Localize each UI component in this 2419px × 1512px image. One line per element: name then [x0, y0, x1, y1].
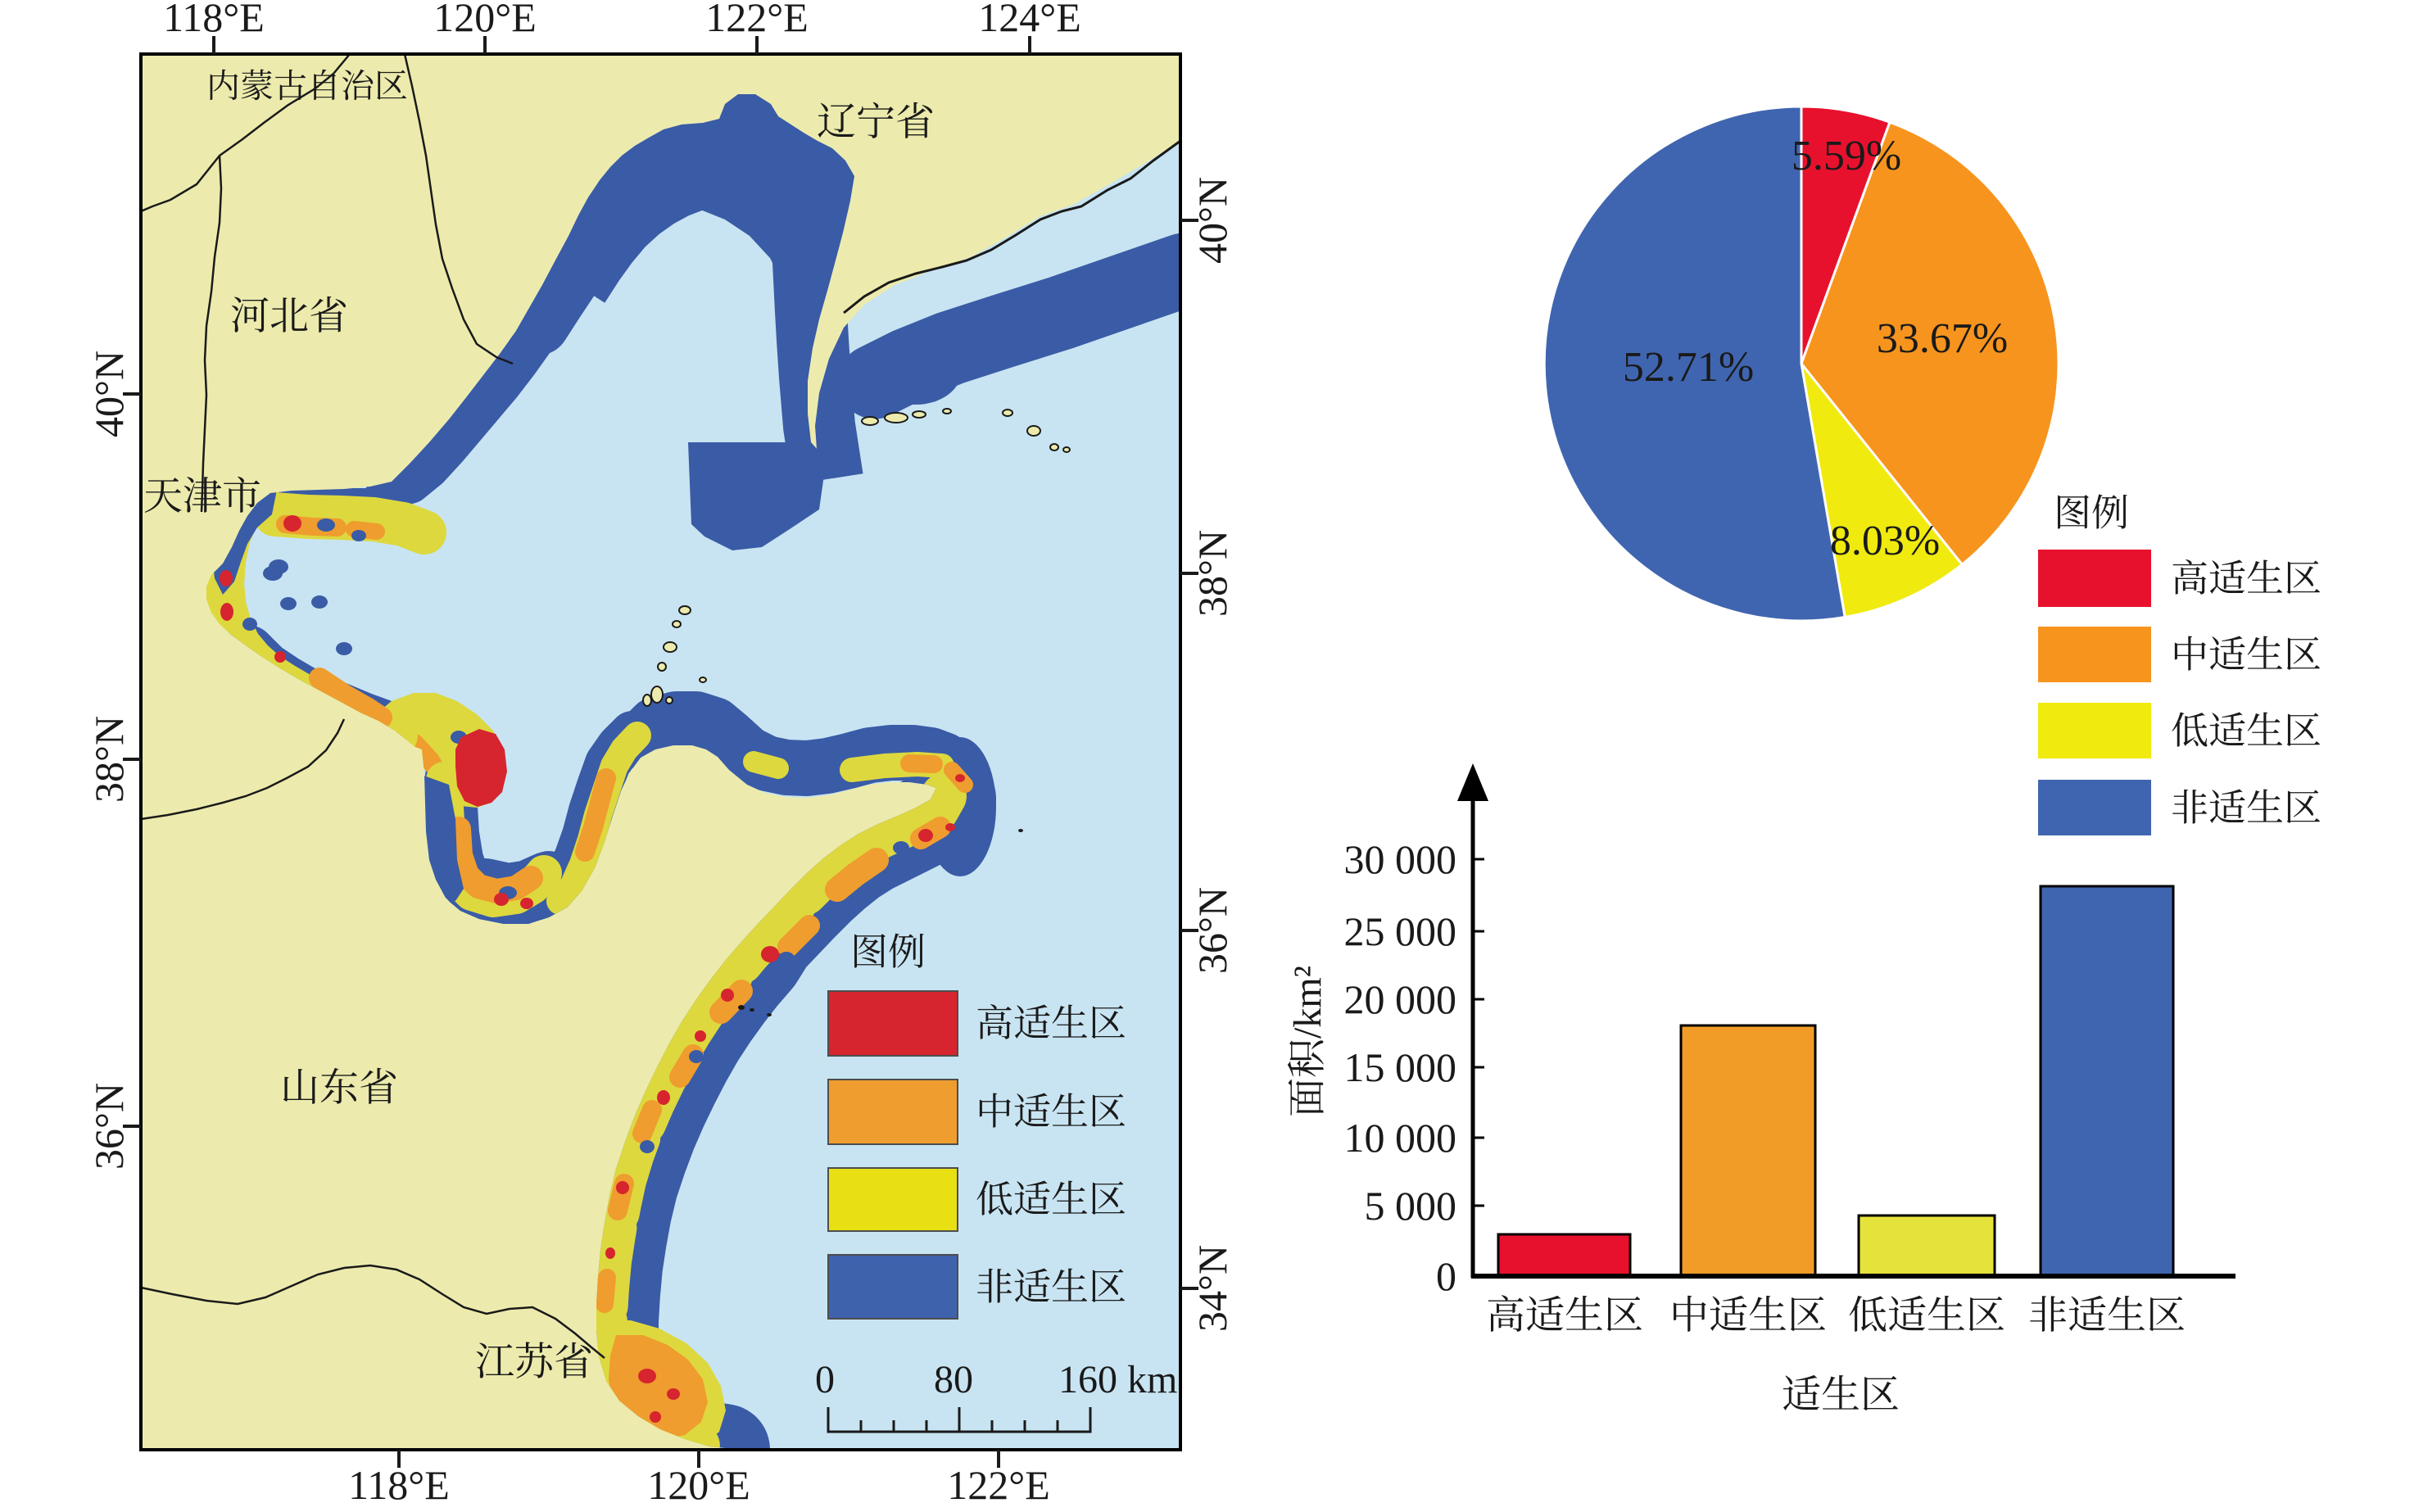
svg-text:/km²: /km²: [1286, 966, 1330, 1039]
svg-text:5.59%: 5.59%: [1792, 133, 1901, 179]
svg-text:120°E: 120°E: [647, 1462, 750, 1508]
svg-text:36°N: 36°N: [86, 1083, 132, 1170]
svg-text:33.67%: 33.67%: [1877, 315, 2008, 362]
svg-text:20 000: 20 000: [1344, 976, 1457, 1022]
svg-text:0: 0: [815, 1358, 835, 1401]
svg-text:40°N: 40°N: [1189, 177, 1235, 264]
svg-text:30 000: 30 000: [1344, 836, 1457, 882]
svg-text:122°E: 122°E: [947, 1462, 1050, 1508]
svg-text:160 km: 160 km: [1058, 1358, 1177, 1401]
svg-text:52.71%: 52.71%: [1623, 344, 1754, 391]
svg-text:8.03%: 8.03%: [1830, 518, 1940, 564]
svg-text:15 000: 15 000: [1344, 1044, 1457, 1090]
svg-text:118°E: 118°E: [163, 0, 265, 40]
svg-text:38°N: 38°N: [1189, 530, 1235, 617]
svg-text:36°N: 36°N: [1189, 887, 1235, 974]
svg-text:40°N: 40°N: [86, 351, 132, 437]
svg-text:80: 80: [934, 1358, 973, 1401]
svg-text:25 000: 25 000: [1344, 908, 1457, 954]
svg-text:0: 0: [1436, 1253, 1456, 1299]
svg-text:118°E: 118°E: [348, 1462, 450, 1508]
svg-text:120°E: 120°E: [433, 0, 537, 40]
svg-text:34°N: 34°N: [1189, 1245, 1235, 1332]
svg-text:124°E: 124°E: [978, 0, 1081, 40]
svg-text:10 000: 10 000: [1344, 1115, 1457, 1161]
svg-text:38°N: 38°N: [86, 716, 132, 803]
svg-text:122°E: 122°E: [705, 0, 809, 40]
svg-text:5 000: 5 000: [1365, 1183, 1457, 1229]
